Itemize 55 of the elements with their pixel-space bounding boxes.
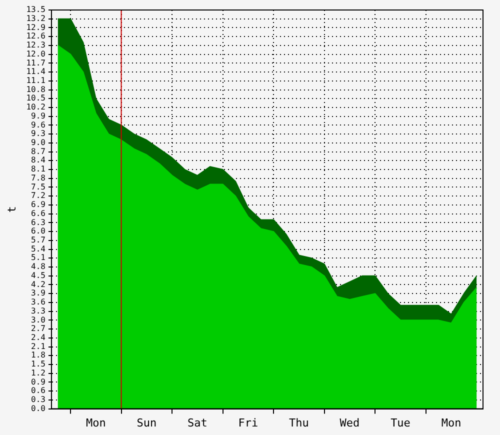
y-tick-label: 3.9 — [31, 288, 46, 298]
y-tick-label: 5.1 — [31, 253, 46, 262]
y-tick-label: 5.4 — [31, 244, 46, 254]
y-tick-label: 1.8 — [31, 350, 46, 360]
y-tick-label: 8.1 — [31, 164, 46, 174]
y-tick-label: 1.2 — [31, 368, 46, 378]
y-tick-label: 9.3 — [31, 129, 46, 138]
y-tick-label: 10.8 — [26, 84, 46, 94]
x-tick-label: Mon — [86, 416, 106, 430]
y-tick-label: 2.1 — [31, 342, 46, 351]
y-tick-label: 6.9 — [31, 200, 46, 210]
y-tick-label: 4.2 — [31, 280, 46, 289]
x-tick-label: Sat — [187, 416, 208, 430]
y-tick-label: 3.0 — [31, 315, 46, 324]
y-tick-label: 9.9 — [31, 111, 46, 120]
x-tick-label: Fri — [238, 416, 258, 430]
x-tick-label: Sun — [136, 416, 157, 430]
x-tick-label: Mon — [441, 416, 462, 430]
x-tick-label: Thu — [289, 416, 309, 430]
y-tick-label: 8.4 — [31, 156, 46, 165]
y-tick-label: 4.8 — [31, 262, 46, 272]
y-tick-label: 3.3 — [31, 306, 46, 316]
y-tick-label: 1.5 — [31, 360, 46, 369]
y-tick-label: 2.7 — [31, 324, 46, 334]
y-tick-label: 12.3 — [26, 40, 46, 50]
y-tick-label: 6.3 — [31, 218, 46, 227]
y-tick-label: 10.5 — [26, 94, 46, 103]
y-tick-label: 11.4 — [26, 67, 46, 76]
y-tick-label: 0.3 — [31, 395, 46, 404]
y-tick-label: 7.8 — [31, 173, 46, 182]
y-tick-label: 0.6 — [31, 386, 46, 396]
y-axis-title: t — [5, 206, 18, 213]
x-tick-label: Wed — [340, 416, 360, 430]
y-tick-label: 6.6 — [31, 208, 46, 218]
x-tick-label: Tue — [390, 416, 410, 430]
y-tick-label: 0.9 — [31, 377, 46, 386]
y-tick-label: 11.1 — [26, 76, 46, 85]
y-tick-label: 8.7 — [31, 146, 46, 156]
y-tick-label: 7.2 — [31, 191, 46, 200]
y-tick-label: 13.2 — [26, 14, 46, 23]
y-tick-label: 7.5 — [31, 182, 46, 192]
y-tick-label: 11.7 — [26, 58, 46, 68]
y-tick-label: 6.0 — [31, 226, 46, 236]
y-tick-label: 9.6 — [31, 120, 46, 130]
y-tick-label: 4.5 — [31, 270, 46, 280]
y-tick-label: 3.6 — [31, 298, 46, 307]
y-tick-label: 0.0 — [31, 404, 46, 413]
y-tick-label: 9.0 — [31, 138, 46, 148]
y-tick-label: 13.5 — [26, 5, 46, 14]
y-tick-label: 12.9 — [26, 22, 46, 32]
y-tick-label: 12.0 — [26, 49, 46, 58]
y-tick-label: 5.7 — [31, 235, 46, 244]
y-tick-label: 12.6 — [26, 32, 46, 41]
y-tick-label: 2.4 — [31, 332, 46, 342]
y-tick-label: 10.2 — [26, 102, 46, 112]
